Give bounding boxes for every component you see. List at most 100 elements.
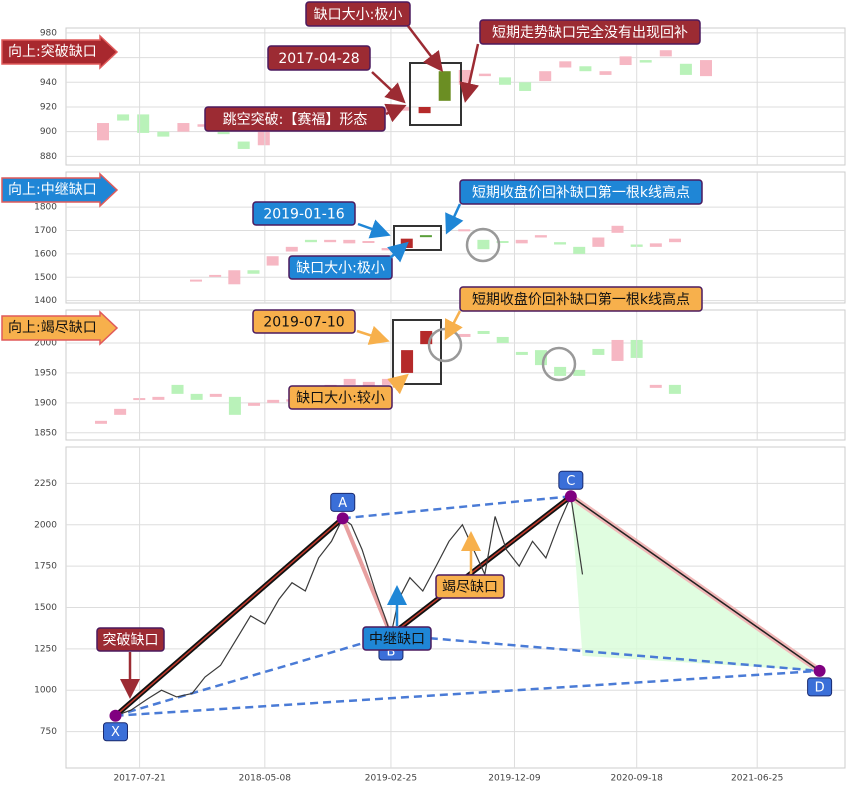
tag-banner xyxy=(1,34,119,70)
x-tick-label: 2017-07-21 xyxy=(113,774,165,784)
candle-body xyxy=(247,270,260,274)
candle-body xyxy=(304,239,317,243)
y-tick-label: 1950 xyxy=(34,368,57,378)
pattern-label: X xyxy=(111,725,120,740)
annotation-text: 缺口大小:较小 xyxy=(296,391,385,407)
annotation-box xyxy=(96,627,165,652)
annotation-text: 跳空突破:【赛福】形态 xyxy=(223,112,368,128)
tag-text: 向上:突破缺口 xyxy=(8,44,97,60)
candle-body xyxy=(152,396,165,400)
pattern-point xyxy=(813,664,826,677)
pattern-label-box xyxy=(558,470,584,490)
y-tick-label: 1800 xyxy=(34,203,57,213)
y-tick-label: 2250 xyxy=(34,479,57,489)
x-tick-label: 2018-05-08 xyxy=(239,774,292,784)
y-tick-label: 750 xyxy=(40,727,57,737)
tag-text: 向上:中继缺口 xyxy=(8,182,97,198)
candle-body xyxy=(171,384,184,394)
candle-body xyxy=(209,393,222,397)
candle-body xyxy=(362,381,375,388)
candle-body xyxy=(519,82,532,91)
candle-body xyxy=(499,77,511,85)
candle-body xyxy=(190,279,202,282)
y-tick-label: 940 xyxy=(40,78,57,88)
price-line xyxy=(115,494,584,717)
candle-body xyxy=(381,248,394,251)
candle-body xyxy=(117,114,130,121)
gap-box xyxy=(393,225,442,251)
candle-body xyxy=(534,235,547,238)
candle-body xyxy=(573,369,586,376)
candle-body xyxy=(477,330,490,334)
candle-body xyxy=(592,237,605,247)
candle-body xyxy=(649,243,662,247)
annotation-text: 2017-04-28 xyxy=(278,51,359,67)
annotation-text: 短期收盘价回补缺口第一根k线高点 xyxy=(472,184,690,201)
candle-body xyxy=(419,235,432,238)
pattern-dashed-line xyxy=(115,633,392,717)
annotation-arrow xyxy=(407,25,444,72)
candle-body xyxy=(114,408,127,415)
annotation-box xyxy=(305,1,411,27)
annotation-box xyxy=(288,255,393,280)
candle-body xyxy=(157,131,170,137)
x-tick-label: 2019-02-25 xyxy=(365,774,417,784)
gap-box xyxy=(392,319,442,385)
panel-tags: 向上:突破缺口 向上:中继缺口 向上:竭尽缺口 xyxy=(1,34,119,346)
pattern-point xyxy=(109,709,122,722)
candle-body xyxy=(619,56,632,66)
candle-body xyxy=(285,246,298,252)
y-tick-label: 1500 xyxy=(34,273,57,283)
candle-body xyxy=(679,63,692,75)
candle-body xyxy=(418,106,431,114)
candle-body xyxy=(228,396,241,415)
candle-body xyxy=(659,50,672,57)
candle-body xyxy=(237,141,250,149)
annotation-text: 2019-01-16 xyxy=(263,207,344,223)
y-tick-label: 920 xyxy=(40,102,57,112)
annotation-arrow xyxy=(445,203,464,235)
candle-body xyxy=(496,241,509,244)
annotation-arrow xyxy=(444,310,463,341)
candle-body xyxy=(228,270,241,285)
candle-body xyxy=(592,348,605,355)
y-tick-label: 1850 xyxy=(34,428,57,438)
candle-body xyxy=(554,242,567,245)
candle-body xyxy=(669,238,681,243)
candle-body xyxy=(599,71,612,75)
candle-body xyxy=(496,336,509,343)
annotation-text: 短期走势缺口完全没有出现回补 xyxy=(492,24,688,41)
y-tick-label: 1700 xyxy=(34,226,57,236)
y-tick-label: 1500 xyxy=(34,603,57,613)
annotation-arrow xyxy=(387,241,409,263)
refill-circle xyxy=(465,227,501,263)
annotation-box xyxy=(288,385,393,410)
pattern-label-box xyxy=(330,492,356,512)
annotation-box xyxy=(252,309,356,334)
annotation-arrow xyxy=(384,103,407,123)
candle-body xyxy=(362,241,375,244)
y-tick-label: 900 xyxy=(40,127,57,137)
candle-body xyxy=(438,71,451,101)
candle-body xyxy=(611,339,624,361)
x-tick-label: 2020-09-18 xyxy=(611,774,664,784)
annotation-text: 缺口大小:极小 xyxy=(314,7,403,23)
candle-body xyxy=(343,239,356,244)
tag-banner xyxy=(1,172,119,208)
panel-frame xyxy=(65,309,846,441)
candle-body xyxy=(515,239,528,244)
pattern-label: B xyxy=(386,644,395,659)
candle-body xyxy=(257,131,270,146)
pattern-point xyxy=(336,512,349,525)
candle-body xyxy=(248,402,261,406)
annotation-box xyxy=(479,19,701,45)
annotation-text: 中继缺口 xyxy=(369,632,425,648)
candle-body xyxy=(190,393,203,400)
y-tick-label: 1250 xyxy=(34,644,57,654)
candle-body xyxy=(700,60,712,77)
candle-body xyxy=(197,124,210,127)
pattern-leg xyxy=(115,517,344,717)
tag-banner xyxy=(1,310,119,346)
pattern-dashed-line xyxy=(390,633,820,673)
candle-body xyxy=(267,399,280,403)
